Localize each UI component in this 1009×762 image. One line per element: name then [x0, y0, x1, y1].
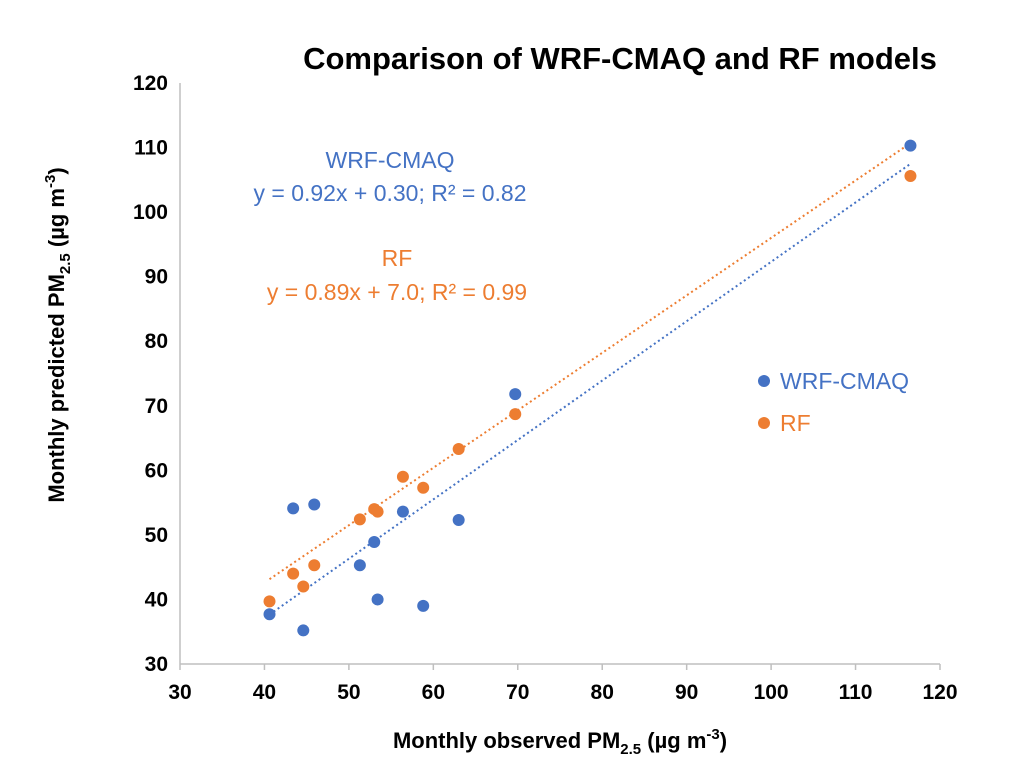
annotation-rf: RF y = 0.89x + 7.0; R² = 0.99 [267, 245, 527, 305]
x-tick-label: 60 [422, 681, 445, 704]
point-wrf-cmaq [353, 559, 366, 572]
point-rf [452, 443, 465, 456]
point-wrf-cmaq [417, 599, 430, 612]
point-wrf-cmaq [263, 608, 276, 621]
y-axis-label: Monthly predicted PM2.5 (µg m-3) [42, 167, 74, 502]
x-tick-label: 40 [253, 681, 276, 704]
point-rf [353, 513, 366, 526]
point-wrf-cmaq [509, 388, 522, 401]
y-tick-label: 50 [145, 524, 168, 547]
legend-label-wrf-cmaq: WRF-CMAQ [780, 368, 909, 394]
y-tick-label: 110 [134, 137, 168, 160]
axes [179, 83, 940, 665]
y-tick-label: 120 [133, 72, 168, 95]
trendline-rf [268, 142, 912, 581]
annotation-rf-name: RF [382, 245, 413, 271]
x-axis-label: Monthly observed PM2.5 (µg m-3) [393, 726, 727, 758]
point-rf [396, 470, 409, 483]
x-tick-label: 120 [922, 681, 957, 704]
point-wrf-cmaq [452, 514, 465, 527]
point-wrf-cmaq [904, 139, 917, 152]
point-wrf-cmaq [368, 535, 381, 548]
point-rf [308, 559, 321, 572]
point-rf [371, 505, 384, 518]
annotation-rf-equation: y = 0.89x + 7.0; R² = 0.99 [267, 279, 527, 305]
point-rf [263, 595, 276, 608]
point-wrf-cmaq [297, 624, 310, 637]
point-wrf-cmaq [287, 502, 300, 515]
annotation-wrf-cmaq: WRF-CMAQ y = 0.92x + 0.30; R² = 0.82 [254, 147, 527, 206]
annotation-wrf-cmaq-name: WRF-CMAQ [325, 147, 454, 173]
point-rf [904, 169, 917, 182]
x-tick-label: 90 [675, 681, 698, 704]
y-tick-label: 60 [145, 459, 168, 482]
legend-marker-wrf-cmaq [758, 375, 770, 387]
point-rf [417, 481, 430, 494]
point-rf [287, 567, 300, 580]
point-wrf-cmaq [308, 498, 321, 511]
x-tick-labels: 30 40 50 60 70 80 90 100 110 120 [168, 664, 958, 704]
y-tick-label: 80 [145, 330, 168, 353]
x-tick-label: 70 [506, 681, 529, 704]
point-wrf-cmaq [371, 593, 384, 606]
x-tick-label: 30 [168, 681, 191, 704]
x-tick-label: 110 [839, 681, 873, 704]
legend: WRF-CMAQ RF [758, 368, 909, 436]
x-tick-label: 100 [754, 681, 789, 704]
y-tick-labels: 30 40 50 60 70 80 90 100 110 120 [133, 72, 168, 676]
y-tick-label: 30 [145, 653, 168, 676]
y-tick-label: 90 [145, 266, 168, 289]
chart-title: Comparison of WRF-CMAQ and RF models [303, 41, 937, 76]
annotation-wrf-cmaq-equation: y = 0.92x + 0.30; R² = 0.82 [254, 180, 527, 206]
point-rf [509, 408, 522, 421]
y-tick-label: 40 [145, 588, 168, 611]
legend-label-rf: RF [780, 410, 811, 436]
data-points [263, 139, 917, 637]
y-tick-label: 70 [145, 395, 168, 418]
y-tick-label: 100 [133, 201, 168, 224]
legend-marker-rf [758, 417, 770, 429]
x-tick-label: 50 [337, 681, 360, 704]
point-wrf-cmaq [396, 505, 409, 518]
point-rf [297, 580, 310, 593]
x-tick-label: 80 [591, 681, 614, 704]
